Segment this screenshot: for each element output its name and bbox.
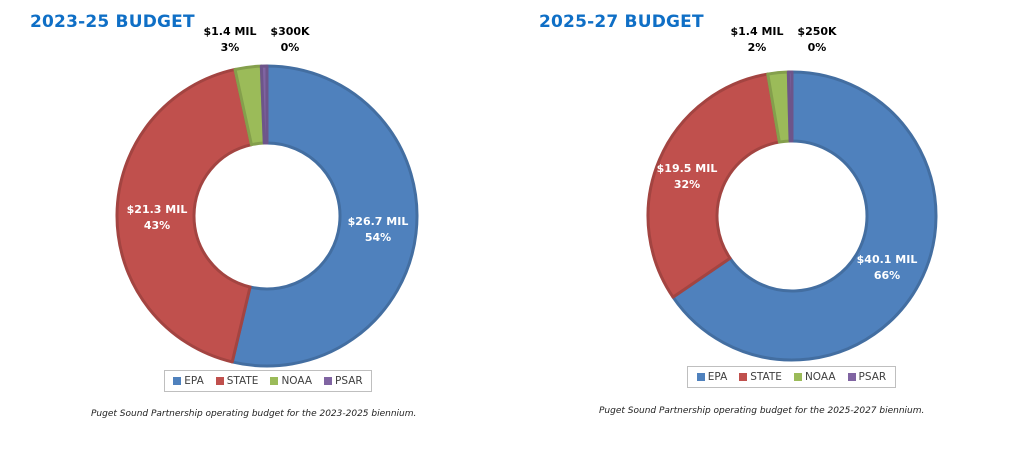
legend-item-epa: EPA (696, 371, 728, 383)
legend-label: EPA (707, 371, 728, 383)
data-label-value-epa: $26.7 MIL (348, 215, 409, 228)
data-label-value-noaa: $1.4 MIL (730, 25, 783, 38)
legend-label: NOAA (804, 371, 836, 383)
legend-swatch-noaa (793, 373, 802, 381)
legend-item-noaa: NOAA (270, 375, 312, 387)
legend-label: STATE (750, 371, 782, 383)
legend-item-state: STATE (739, 371, 782, 383)
data-label-percent-noaa: 3% (221, 41, 240, 54)
legend-item-state: STATE (215, 375, 259, 387)
legend-item-epa: EPA (173, 375, 204, 387)
donut-slice-epa (671, 70, 938, 362)
legend-label: PSAR (335, 375, 363, 387)
legend-label: PSAR (858, 371, 887, 383)
legend-label: EPA (184, 375, 204, 387)
legend-swatch-state (739, 373, 748, 381)
donut-slice-epa (230, 64, 419, 368)
legend-swatch-epa (696, 373, 705, 381)
data-label-percent-psar: 0% (808, 41, 827, 54)
legend-label: STATE (226, 375, 259, 387)
legend-2025-27: EPA STATE NOAA PSAR (687, 366, 896, 388)
caption-2025-27: Puget Sound Partnership operating budget… (599, 406, 925, 416)
donut-slice-psar (786, 70, 794, 143)
donut-slice-psar (259, 64, 269, 145)
data-label-percent-state: 32% (674, 178, 700, 191)
data-label-percent-epa: 54% (365, 231, 391, 244)
data-label-value-psar: $300K (270, 25, 310, 38)
legend-item-psar: PSAR (324, 375, 363, 387)
data-label-percent-psar: 0% (281, 41, 300, 54)
donut-slice-state (646, 72, 781, 299)
legend-item-noaa: NOAA (793, 371, 836, 383)
data-label-value-state: $19.5 MIL (657, 162, 718, 175)
legend-swatch-psar (324, 377, 333, 385)
legend-swatch-state (215, 377, 224, 385)
legend-2023-25: EPA STATE NOAA PSAR (164, 370, 372, 392)
data-label-value-noaa: $1.4 MIL (203, 25, 256, 38)
chart-title-2023-25: 2023-25 BUDGET (30, 12, 195, 32)
legend-swatch-epa (173, 377, 182, 385)
legend-swatch-psar (847, 373, 856, 381)
data-label-percent-state: 43% (144, 219, 170, 232)
caption-2023-25: Puget Sound Partnership operating budget… (91, 409, 417, 419)
donut-slice-state (115, 67, 253, 364)
data-label-percent-epa: 66% (874, 269, 900, 282)
chart-title-2025-27: 2025-27 BUDGET (539, 12, 704, 32)
legend-swatch-noaa (270, 377, 279, 385)
data-label-value-state: $21.3 MIL (127, 203, 188, 216)
data-label-value-psar: $250K (797, 25, 837, 38)
legend-item-psar: PSAR (847, 371, 887, 383)
data-label-percent-noaa: 2% (748, 41, 767, 54)
legend-label: NOAA (281, 375, 313, 387)
data-label-value-epa: $40.1 MIL (857, 253, 918, 266)
